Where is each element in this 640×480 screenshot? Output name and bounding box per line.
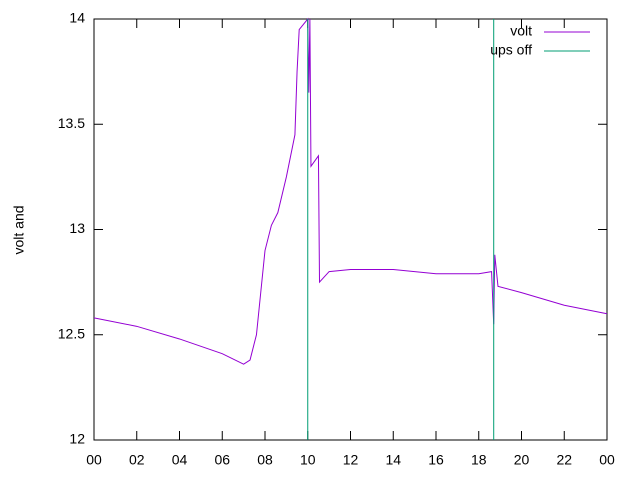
- x-tick-label: 22: [556, 452, 572, 468]
- y-tick-label: 13.5: [58, 115, 85, 131]
- y-tick-label: 12.5: [58, 325, 85, 341]
- y-tick-label: 13: [69, 220, 85, 236]
- x-tick-label: 00: [86, 452, 102, 468]
- y-tick-label: 12: [69, 431, 85, 447]
- x-tick-label: 12: [343, 452, 359, 468]
- x-tick-label: 00: [599, 452, 615, 468]
- x-tick-label: 04: [172, 452, 188, 468]
- y-axis-label: volt and: [11, 205, 27, 254]
- legend-label: ups off: [490, 42, 532, 58]
- x-tick-label: 10: [300, 452, 316, 468]
- volt-line: [93, 17, 608, 365]
- x-tick-label: 14: [385, 452, 401, 468]
- legend-label: volt: [510, 23, 532, 39]
- y-tick-label: 14: [69, 10, 85, 26]
- x-tick-label: 08: [257, 452, 273, 468]
- x-tick-label: 06: [214, 452, 230, 468]
- x-tick-label: 18: [471, 452, 487, 468]
- x-tick-label: 20: [514, 452, 530, 468]
- x-tick-label: 02: [129, 452, 145, 468]
- plot-frame: [93, 18, 608, 441]
- x-tick-label: 16: [428, 452, 444, 468]
